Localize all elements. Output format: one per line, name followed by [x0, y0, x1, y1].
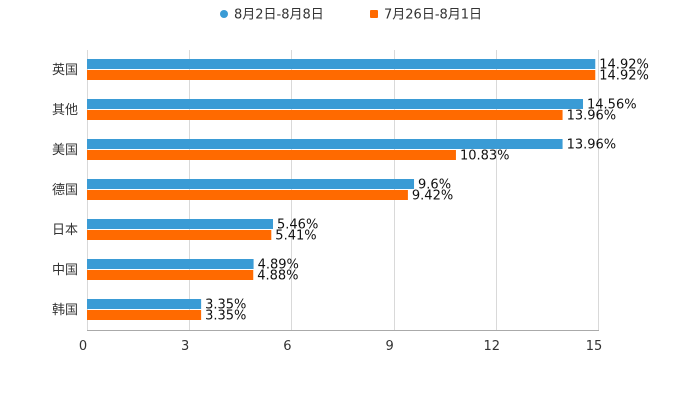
bar-s1-6 — [87, 310, 202, 320]
bar-s1-5 — [87, 270, 254, 280]
bar-s1-4 — [87, 230, 272, 240]
legend-marker-0 — [220, 10, 228, 18]
legend-label-0: 8月2日-8月8日 — [234, 8, 324, 23]
data-label-s1-0: 14.92% — [599, 69, 649, 84]
x-tick-label-5: 15 — [586, 339, 603, 354]
x-tick-label-1: 3 — [181, 339, 189, 354]
bar-s1-3 — [87, 190, 408, 200]
data-label-s0-4: 5.46% — [277, 218, 318, 233]
category-label-5: 中国 — [52, 263, 78, 278]
x-tick-label-3: 9 — [385, 339, 393, 354]
data-label-s1-1: 13.96% — [567, 109, 617, 124]
bar-s1-2 — [87, 150, 456, 160]
data-label-s1-2: 10.83% — [460, 149, 510, 164]
x-tick-label-0: 0 — [79, 339, 87, 354]
bar-s1-1 — [87, 110, 563, 120]
category-label-4: 日本 — [52, 223, 78, 238]
data-label-s0-3: 9.6% — [418, 178, 451, 193]
x-tick-label-4: 12 — [484, 339, 501, 354]
category-label-0: 英国 — [52, 63, 78, 78]
data-label-s0-1: 14.56% — [587, 98, 637, 113]
data-label-s0-2: 13.96% — [567, 138, 617, 153]
x-tick-label-2: 6 — [283, 339, 291, 354]
bar-s0-6 — [87, 299, 202, 309]
legend-label-1: 7月26日-8月1日 — [384, 8, 482, 23]
bar-s0-3 — [87, 179, 415, 189]
legend-marker-1 — [370, 10, 378, 18]
bar-s0-5 — [87, 259, 254, 269]
data-label-s0-5: 4.89% — [258, 258, 299, 273]
category-label-6: 韩国 — [52, 303, 78, 318]
data-label-s1-5: 4.88% — [257, 269, 298, 284]
bar-s0-1 — [87, 99, 584, 109]
data-label-s0-6: 3.35% — [205, 298, 246, 313]
bar-s0-4 — [87, 219, 274, 229]
category-label-3: 德国 — [52, 183, 78, 198]
bar-s1-0 — [87, 70, 596, 80]
bar-s0-2 — [87, 139, 563, 149]
category-label-1: 其他 — [52, 103, 78, 118]
data-label-s1-4: 5.41% — [275, 229, 316, 244]
bar-s0-0 — [87, 59, 596, 69]
category-label-2: 美国 — [52, 143, 78, 158]
data-label-s0-0: 14.92% — [599, 58, 649, 73]
data-label-s1-6: 3.35% — [205, 309, 246, 324]
data-label-s1-3: 9.42% — [412, 189, 453, 204]
